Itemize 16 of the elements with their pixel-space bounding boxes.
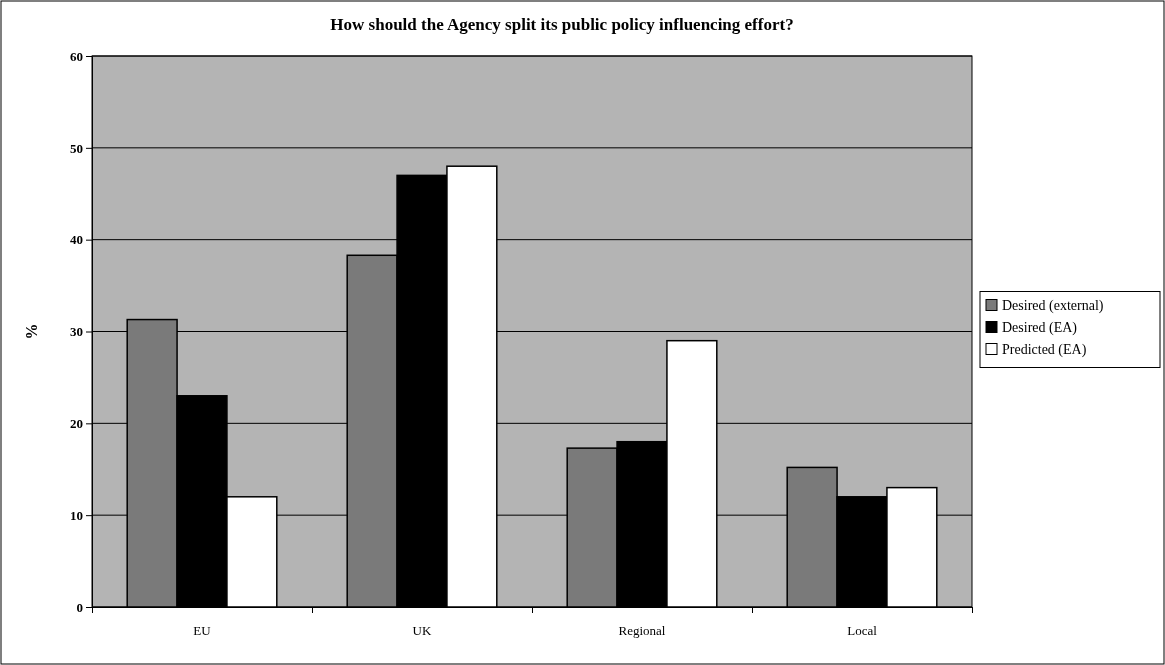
y-tick-label: 0 — [76, 599, 83, 615]
x-tick-label: EU — [193, 623, 212, 638]
x-tick-label: Local — [847, 623, 878, 638]
legend-label: Desired (external) — [1002, 297, 1104, 314]
y-tick-label: 50 — [70, 140, 83, 156]
legend-label: Predicted (EA) — [1002, 341, 1087, 358]
y-tick-label: 10 — [70, 507, 83, 523]
chart-title: How should the Agency split its public policy influencing effort? — [330, 15, 794, 34]
x-tick-label: Regional — [618, 623, 666, 638]
y-tick-label: 60 — [70, 48, 83, 64]
y-axis-title: % — [23, 323, 40, 340]
x-tick-label: UK — [412, 623, 432, 638]
y-tick-label: 30 — [70, 324, 83, 340]
y-tick-label: 40 — [70, 232, 83, 248]
legend-label: Desired (EA) — [1002, 319, 1078, 336]
y-tick-label: 20 — [70, 415, 83, 431]
